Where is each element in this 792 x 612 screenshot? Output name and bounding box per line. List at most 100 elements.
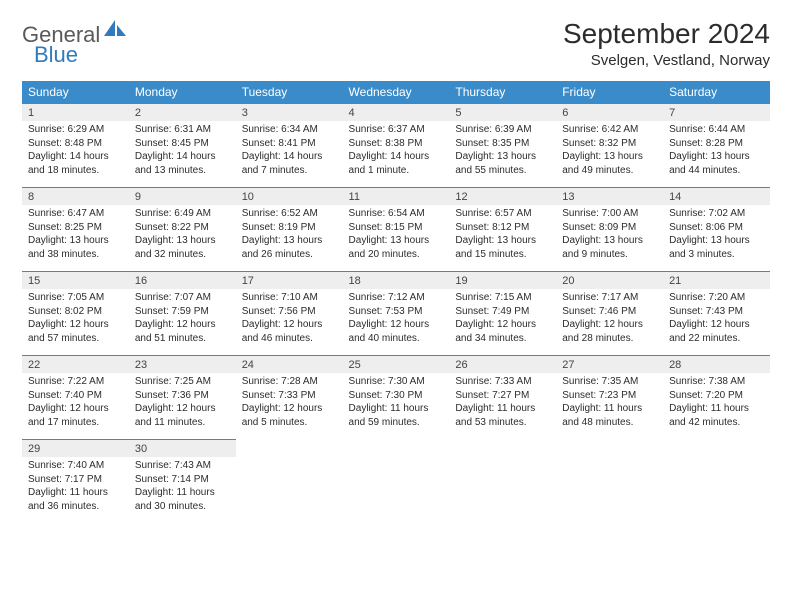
- daylight-line: Daylight: 13 hours and 15 minutes.: [455, 234, 550, 261]
- day-data-cell: Sunrise: 6:39 AMSunset: 8:35 PMDaylight:…: [449, 121, 556, 188]
- sunrise-line: Sunrise: 7:00 AM: [562, 207, 657, 221]
- day-data-cell: Sunrise: 6:29 AMSunset: 8:48 PMDaylight:…: [22, 121, 129, 188]
- sunrise-line: Sunrise: 6:44 AM: [669, 123, 764, 137]
- sunrise-line: Sunrise: 7:33 AM: [455, 375, 550, 389]
- sunrise-line: Sunrise: 6:54 AM: [349, 207, 444, 221]
- day-number-cell: 16: [129, 272, 236, 290]
- daylight-line: Daylight: 11 hours and 36 minutes.: [28, 486, 123, 513]
- day-data-cell: Sunrise: 7:35 AMSunset: 7:23 PMDaylight:…: [556, 373, 663, 440]
- day-number-cell: 25: [343, 356, 450, 374]
- sunset-line: Sunset: 8:41 PM: [242, 137, 337, 151]
- day-data-cell: Sunrise: 7:20 AMSunset: 7:43 PMDaylight:…: [663, 289, 770, 356]
- day-data-cell: Sunrise: 7:07 AMSunset: 7:59 PMDaylight:…: [129, 289, 236, 356]
- day-number-cell: 20: [556, 272, 663, 290]
- daylight-line: Daylight: 12 hours and 22 minutes.: [669, 318, 764, 345]
- day-data-cell: Sunrise: 7:17 AMSunset: 7:46 PMDaylight:…: [556, 289, 663, 356]
- weekday-header: Monday: [129, 81, 236, 104]
- sunset-line: Sunset: 8:25 PM: [28, 221, 123, 235]
- day-number-cell: 29: [22, 440, 129, 458]
- daylight-line: Daylight: 13 hours and 26 minutes.: [242, 234, 337, 261]
- day-data-cell: Sunrise: 7:28 AMSunset: 7:33 PMDaylight:…: [236, 373, 343, 440]
- sunrise-line: Sunrise: 7:35 AM: [562, 375, 657, 389]
- day-data-cell: [663, 457, 770, 523]
- day-data-cell: Sunrise: 6:52 AMSunset: 8:19 PMDaylight:…: [236, 205, 343, 272]
- day-number-cell: 1: [22, 104, 129, 122]
- day-number-cell: [556, 440, 663, 458]
- day-data-cell: [449, 457, 556, 523]
- day-data-cell: Sunrise: 7:12 AMSunset: 7:53 PMDaylight:…: [343, 289, 450, 356]
- sunset-line: Sunset: 7:40 PM: [28, 389, 123, 403]
- weekday-header: Wednesday: [343, 81, 450, 104]
- day-number-cell: 13: [556, 188, 663, 206]
- day-data-cell: Sunrise: 6:49 AMSunset: 8:22 PMDaylight:…: [129, 205, 236, 272]
- weekday-header: Thursday: [449, 81, 556, 104]
- sunrise-line: Sunrise: 7:28 AM: [242, 375, 337, 389]
- sunset-line: Sunset: 7:33 PM: [242, 389, 337, 403]
- day-data-cell: Sunrise: 6:44 AMSunset: 8:28 PMDaylight:…: [663, 121, 770, 188]
- day-number-cell: [449, 440, 556, 458]
- day-number-row: 2930: [22, 440, 770, 458]
- sunset-line: Sunset: 8:32 PM: [562, 137, 657, 151]
- daylight-line: Daylight: 11 hours and 48 minutes.: [562, 402, 657, 429]
- daylight-line: Daylight: 11 hours and 53 minutes.: [455, 402, 550, 429]
- sunset-line: Sunset: 8:22 PM: [135, 221, 230, 235]
- day-data-cell: Sunrise: 7:05 AMSunset: 8:02 PMDaylight:…: [22, 289, 129, 356]
- sunrise-line: Sunrise: 6:42 AM: [562, 123, 657, 137]
- day-data-row: Sunrise: 6:29 AMSunset: 8:48 PMDaylight:…: [22, 121, 770, 188]
- day-data-cell: Sunrise: 6:42 AMSunset: 8:32 PMDaylight:…: [556, 121, 663, 188]
- day-data-row: Sunrise: 7:05 AMSunset: 8:02 PM Daylight:…: [22, 289, 770, 356]
- day-data-cell: Sunrise: 7:25 AMSunset: 7:36 PMDaylight:…: [129, 373, 236, 440]
- sunset-line: Sunset: 7:59 PM: [135, 305, 230, 319]
- sunrise-line: Sunrise: 7:43 AM: [135, 459, 230, 473]
- day-number-cell: 23: [129, 356, 236, 374]
- daylight-line: Daylight: 13 hours and 20 minutes.: [349, 234, 444, 261]
- day-number-cell: 24: [236, 356, 343, 374]
- sunset-line: Sunset: 8:45 PM: [135, 137, 230, 151]
- daylight-line: Daylight: 14 hours and 7 minutes.: [242, 150, 337, 177]
- day-data-cell: Sunrise: 7:00 AMSunset: 8:09 PMDaylight:…: [556, 205, 663, 272]
- sunrise-line: Sunrise: 7:05 AM: [28, 291, 123, 305]
- sail-icon: [104, 20, 126, 36]
- sunrise-line: Sunrise: 7:10 AM: [242, 291, 337, 305]
- day-number-row: 891011121314: [22, 188, 770, 206]
- daylight-line: Daylight: 12 hours and 40 minutes.: [349, 318, 444, 345]
- location: Svelgen, Vestland, Norway: [563, 52, 770, 69]
- day-number-cell: 22: [22, 356, 129, 374]
- sunset-line: Sunset: 7:56 PM: [242, 305, 337, 319]
- day-number-row: 1234567: [22, 104, 770, 122]
- day-data-row: Sunrise: 7:22 AMSunset: 7:40 PMDaylight:…: [22, 373, 770, 440]
- sunset-line: Sunset: 8:02 PM: [28, 305, 123, 319]
- day-number-cell: 12: [449, 188, 556, 206]
- sunset-line: Sunset: 8:38 PM: [349, 137, 444, 151]
- daylight-line: Daylight: 12 hours and 46 minutes.: [242, 318, 337, 345]
- day-number-cell: 30: [129, 440, 236, 458]
- logo-text-blue: Blue: [34, 42, 78, 68]
- day-data-cell: Sunrise: 7:33 AMSunset: 7:27 PMDaylight:…: [449, 373, 556, 440]
- day-number-cell: 14: [663, 188, 770, 206]
- day-data-cell: Sunrise: 6:37 AMSunset: 8:38 PMDaylight:…: [343, 121, 450, 188]
- day-number-cell: 28: [663, 356, 770, 374]
- day-number-row: 22232425262728: [22, 356, 770, 374]
- sunrise-line: Sunrise: 7:25 AM: [135, 375, 230, 389]
- day-number-cell: 17: [236, 272, 343, 290]
- sunset-line: Sunset: 7:23 PM: [562, 389, 657, 403]
- title-block: September 2024 Svelgen, Vestland, Norway: [563, 18, 770, 69]
- sunrise-line: Sunrise: 7:07 AM: [135, 291, 230, 305]
- sunset-line: Sunset: 7:27 PM: [455, 389, 550, 403]
- day-data-cell: Sunrise: 6:54 AMSunset: 8:15 PMDaylight:…: [343, 205, 450, 272]
- day-number-cell: 19: [449, 272, 556, 290]
- sunrise-line: Sunrise: 6:57 AM: [455, 207, 550, 221]
- daylight-line: Daylight: 13 hours and 9 minutes.: [562, 234, 657, 261]
- sunset-line: Sunset: 7:43 PM: [669, 305, 764, 319]
- daylight-line: Daylight: 13 hours and 38 minutes.: [28, 234, 123, 261]
- daylight-line: Daylight: 14 hours and 1 minute.: [349, 150, 444, 177]
- daylight-line: Daylight: 11 hours and 30 minutes.: [135, 486, 230, 513]
- sunset-line: Sunset: 7:36 PM: [135, 389, 230, 403]
- day-number-cell: 21: [663, 272, 770, 290]
- daylight-line: Daylight: 12 hours and 28 minutes.: [562, 318, 657, 345]
- sunset-line: Sunset: 7:20 PM: [669, 389, 764, 403]
- sunrise-line: Sunrise: 6:47 AM: [28, 207, 123, 221]
- day-number-cell: 26: [449, 356, 556, 374]
- day-number-cell: 11: [343, 188, 450, 206]
- day-number-cell: 2: [129, 104, 236, 122]
